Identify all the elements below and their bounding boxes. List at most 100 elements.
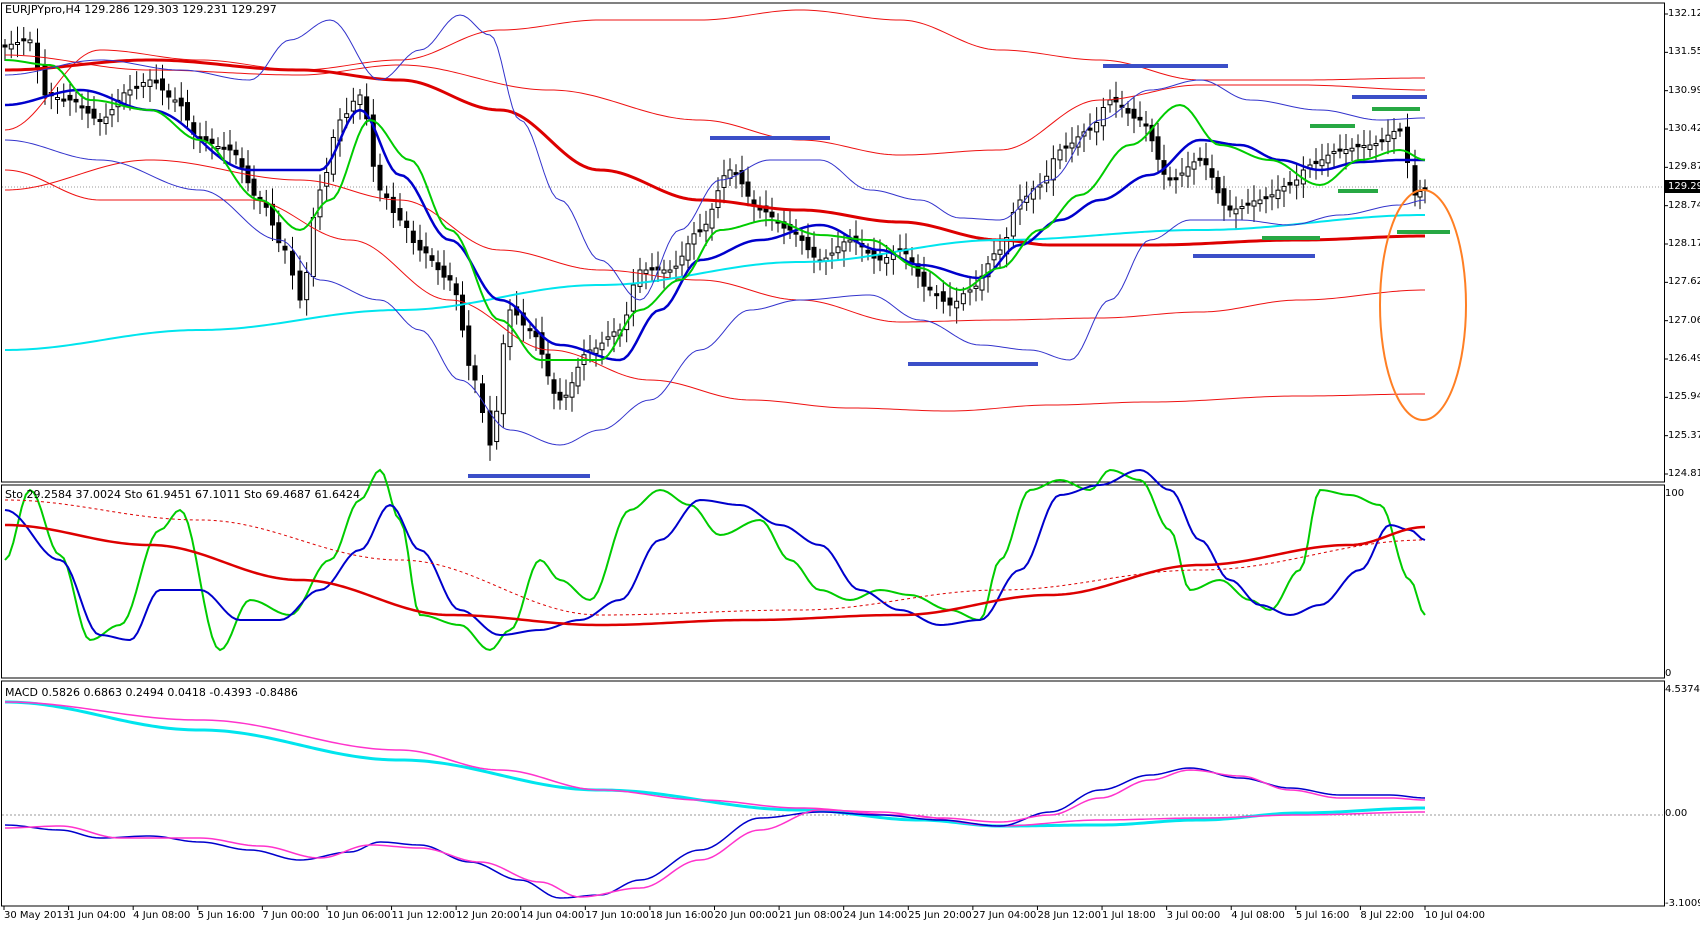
candle-body (1179, 172, 1185, 176)
ma-cyan-line (4, 214, 1426, 351)
candle-body (611, 331, 617, 337)
candle-body (563, 394, 569, 398)
candle-body (500, 343, 506, 415)
candle-body (1094, 122, 1100, 133)
candle-body (539, 332, 545, 355)
candle-body (1349, 147, 1355, 152)
macd-axis-zero: 0.00 (1665, 808, 1688, 819)
price-axis-label: 126.495 (1668, 353, 1700, 364)
candle-body (1173, 177, 1179, 181)
candle-body (1069, 142, 1075, 149)
time-axis-label: 10 Jul 04:00 (1425, 910, 1485, 921)
bollinger-upper-line (4, 14, 1426, 301)
candle-body (178, 97, 184, 107)
candle-body (1373, 143, 1379, 147)
candle-body (423, 246, 429, 254)
candle-body (221, 146, 227, 150)
candle-body (384, 193, 390, 199)
time-axis-label: 27 Jun 04:00 (972, 910, 1037, 921)
time-axis-label: 10 Jun 06:00 (326, 910, 391, 921)
candle-body (877, 254, 883, 261)
candle-body (447, 275, 453, 281)
candle-body (1245, 202, 1251, 206)
candle-body (364, 96, 370, 120)
candle-body (841, 241, 847, 252)
price-axis-label: 129.870 (1668, 161, 1700, 173)
candle-body (709, 208, 715, 229)
time-axis-label: 28 Jun 12:00 (1037, 910, 1101, 921)
candle-body (73, 98, 79, 103)
candle-body (997, 249, 1003, 255)
candle-body (79, 105, 85, 109)
candle-body (435, 262, 441, 271)
candle-body (441, 265, 447, 278)
candle-body (921, 271, 927, 287)
price-panel-frame (1, 2, 1665, 483)
candle-body (121, 92, 127, 104)
candle-body (643, 269, 649, 275)
price-axis-label: 127.620 (1668, 276, 1700, 288)
candle-body (1221, 188, 1227, 206)
time-axis-label: 8 Jul 22:00 (1360, 910, 1415, 921)
candle-body (934, 293, 940, 297)
time-axis-label: 5 Jul 16:00 (1295, 910, 1350, 921)
time-axis-label: 1 Jun 04:00 (68, 910, 126, 921)
time-axis-label: 20 Jun 00:00 (714, 910, 779, 921)
candle-body (397, 208, 403, 221)
price-axis-label: 125.370 (1668, 429, 1700, 441)
time-axis-label: 1 Jul 18:00 (1102, 910, 1156, 921)
candle-body (27, 39, 33, 44)
candle-body (55, 97, 60, 100)
candle-body (453, 283, 459, 296)
candle-body (649, 267, 655, 271)
candle-body (2, 44, 8, 48)
candle-body (667, 269, 673, 273)
time-axis-label: 21 Jun 08:00 (779, 910, 843, 921)
candle-body (569, 382, 575, 398)
price-axis-label: 130.425 (1668, 123, 1700, 134)
candle-body (739, 169, 745, 185)
candle-body (811, 246, 817, 258)
candle-body (960, 293, 966, 305)
candle-body (357, 94, 363, 106)
candle-body (1191, 161, 1197, 170)
lower-envelope-line (4, 169, 1426, 412)
candle-body (1155, 136, 1161, 160)
time-axis-label: 3 Jul 00:00 (1166, 910, 1221, 921)
candle-body (940, 291, 946, 302)
candle-body (1075, 136, 1081, 148)
candle-body (134, 85, 140, 89)
candle-body (545, 353, 551, 377)
macd-cyan-line (4, 700, 1426, 828)
candle-body (297, 270, 303, 301)
candle-body (251, 178, 257, 196)
candle-body (404, 220, 410, 228)
stochastic-axis-max: 100 (1665, 488, 1685, 499)
candle-body (233, 149, 239, 156)
candle-body (1281, 185, 1287, 192)
candle-body (733, 172, 739, 176)
candle-body (1257, 199, 1263, 205)
candle-body (1361, 144, 1367, 148)
candle-body (8, 43, 14, 50)
price-axis-label: 128.175 (1668, 238, 1700, 249)
candle-body (1412, 165, 1418, 196)
stochastic-fast-line (4, 468, 1426, 652)
candle-body (1149, 124, 1155, 142)
candle-body (227, 144, 233, 151)
candle-body (67, 94, 73, 101)
candle-body (1385, 134, 1391, 142)
candle-body (166, 90, 172, 98)
time-axis-label: 11 Jun 12:00 (391, 910, 456, 921)
current-price-tag: 129.297 (1665, 180, 1700, 193)
candle-body (147, 79, 153, 87)
candle-body (954, 300, 960, 309)
candle-body (127, 89, 133, 96)
candle-body (661, 269, 667, 274)
candle-body (1197, 157, 1203, 161)
price-axis-label: 132.120 (1668, 8, 1700, 19)
candle-body (153, 79, 159, 84)
candle-body (769, 211, 775, 218)
